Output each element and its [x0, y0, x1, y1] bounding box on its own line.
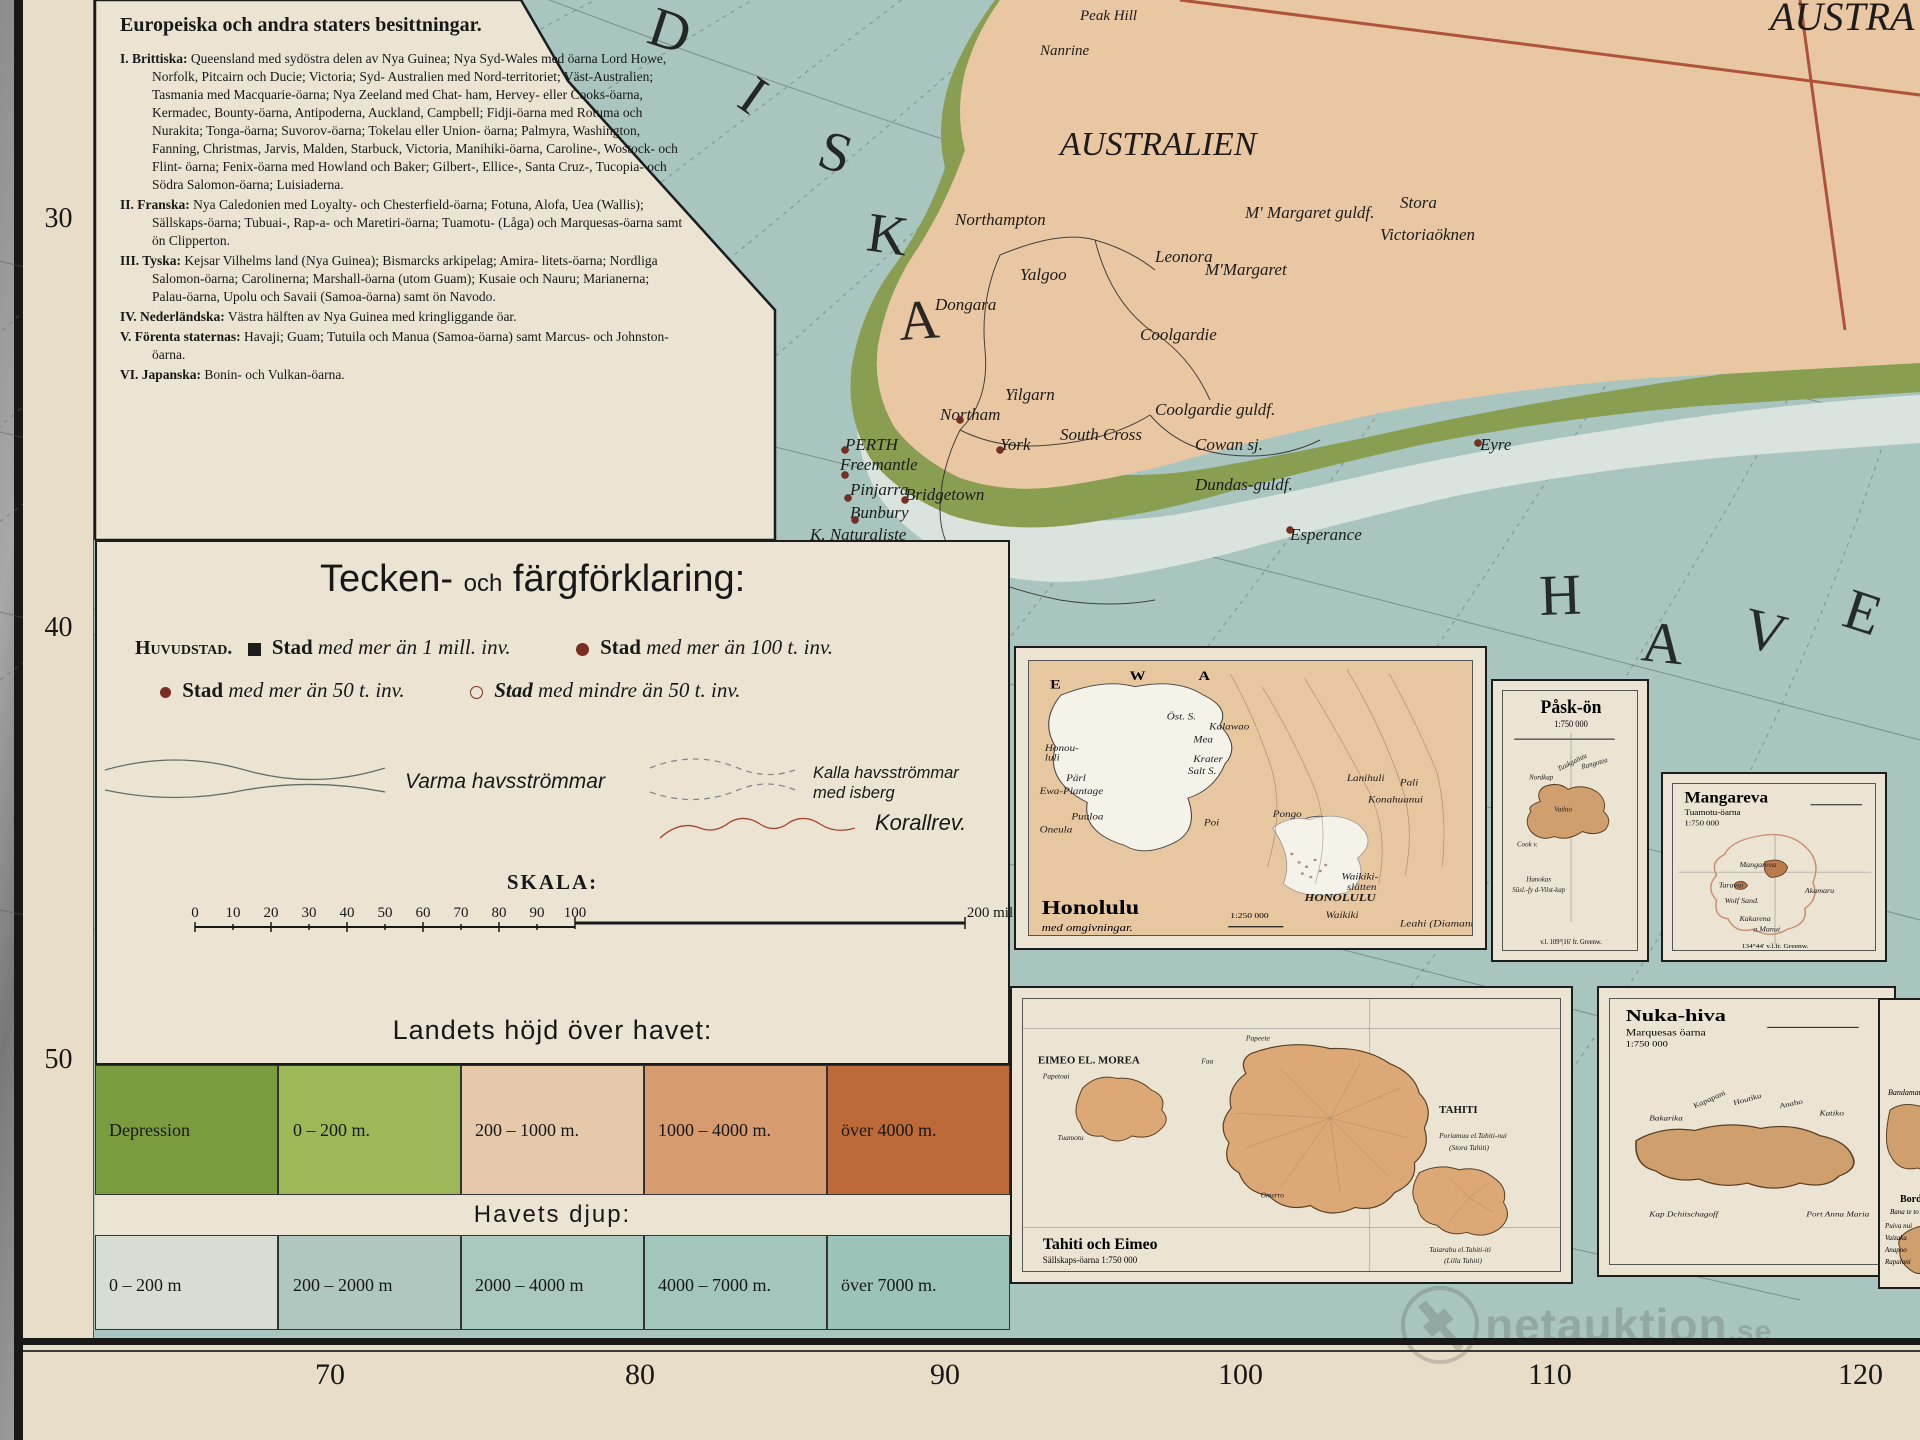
svg-text:Pali: Pali: [1399, 778, 1419, 788]
svg-text:Mangareva: Mangareva: [1684, 788, 1768, 806]
svg-text:D: D: [641, 0, 699, 67]
svg-text:10: 10: [226, 905, 241, 921]
svg-text:1:750 000: 1:750 000: [1554, 719, 1588, 729]
svg-text:Salt S.: Salt S.: [1188, 767, 1216, 777]
svg-text:134°44' v.l.fr. Greenw.: 134°44' v.l.fr. Greenw.: [1742, 942, 1809, 950]
svg-text:Mea: Mea: [1192, 735, 1213, 745]
svg-text:Öst. S.: Öst. S.: [1167, 711, 1196, 722]
svg-text:Taravai: Taravai: [1719, 881, 1744, 890]
svg-text:20: 20: [264, 905, 279, 921]
svg-text:A: A: [897, 288, 942, 353]
svg-text:30: 30: [302, 905, 317, 921]
svg-text:Marquesas öarna: Marquesas öarna: [1626, 1028, 1706, 1038]
svg-text:Papeete: Papeete: [1245, 1034, 1271, 1043]
svg-text:1:750 000: 1:750 000: [1626, 1040, 1668, 1049]
svg-text:Bakarika: Bakarika: [1649, 1114, 1683, 1122]
svg-text:Hanokas: Hanokas: [1525, 876, 1551, 884]
svg-text:1:750 000: 1:750 000: [1684, 819, 1719, 828]
svg-text:med omgivningar.: med omgivningar.: [1042, 922, 1133, 934]
svg-text:80: 80: [492, 905, 507, 921]
svg-text:1:250 000: 1:250 000: [1230, 911, 1268, 920]
svg-text:0: 0: [191, 905, 199, 921]
svg-text:Pärl: Pärl: [1065, 774, 1086, 784]
svg-text:Nuka-hiva: Nuka-hiva: [1626, 1007, 1726, 1026]
svg-text:K: K: [863, 201, 912, 268]
svg-text:Puiva nui: Puiva nui: [1884, 1222, 1912, 1230]
svg-text:a.Manui: a.Manui: [1753, 925, 1780, 934]
svg-text:HONOLULU: HONOLULU: [1303, 892, 1376, 904]
svg-text:60: 60: [416, 905, 431, 921]
svg-text:EIMEO EL. MOREA: EIMEO EL. MOREA: [1038, 1055, 1140, 1067]
svg-text:Port Anna Maria: Port Anna Maria: [1805, 1210, 1869, 1218]
svg-text:(Lilla Tahiti): (Lilla Tahiti): [1444, 1256, 1482, 1265]
svg-text:Vaizaku: Vaizaku: [1885, 1234, 1907, 1242]
svg-text:Waikiki: Waikiki: [1326, 911, 1359, 921]
svg-text:40: 40: [340, 905, 355, 921]
svg-text:Leahi (Diamant) bgt: Leahi (Diamant) bgt: [1399, 920, 1473, 930]
svg-text:Papetoai: Papetoai: [1042, 1071, 1070, 1080]
svg-text:Omerro: Omerro: [1261, 1191, 1284, 1200]
svg-text:Poi: Poi: [1203, 818, 1220, 828]
svg-text:Tahiti och Eimeo: Tahiti och Eimeo: [1043, 1236, 1158, 1253]
svg-text:Korallrev.: Korallrev.: [875, 810, 966, 835]
svg-text:Kalla havsströmmar: Kalla havsströmmar: [813, 764, 960, 782]
svg-text:90: 90: [530, 905, 545, 921]
svg-text:Cook v.: Cook v.: [1517, 840, 1538, 848]
svg-text:Krater: Krater: [1192, 755, 1223, 765]
svg-text:Akamaru: Akamaru: [1804, 886, 1835, 895]
svg-text:Anapoo: Anapoo: [1884, 1246, 1907, 1254]
svg-text:Kap Dchitschagoff: Kap Dchitschagoff: [1648, 1210, 1720, 1218]
svg-text:Pongo: Pongo: [1272, 810, 1302, 820]
svg-text:Konahuanui: Konahuanui: [1367, 795, 1423, 805]
svg-text:Oneula: Oneula: [1040, 825, 1073, 835]
svg-text:luli: luli: [1045, 753, 1060, 763]
svg-text:Varma havsströmmar: Varma havsströmmar: [405, 770, 606, 793]
svg-text:Sûsl.-fy d-Vilst-kap: Sûsl.-fy d-Vilst-kap: [1512, 886, 1565, 894]
svg-text:Rapaloni: Rapaloni: [1884, 1258, 1911, 1266]
svg-text:(Stora Tahiti): (Stora Tahiti): [1449, 1143, 1489, 1152]
svg-text:Waikiki-: Waikiki-: [1342, 872, 1379, 882]
svg-text:Lanihuli: Lanihuli: [1346, 774, 1385, 784]
svg-text:Mangareva: Mangareva: [1738, 860, 1776, 869]
svg-text:Honolulu: Honolulu: [1042, 896, 1139, 918]
svg-text:Poriamuu el.Tahiti-nui: Poriamuu el.Tahiti-nui: [1438, 1131, 1507, 1140]
svg-text:S: S: [811, 118, 860, 187]
svg-text:Kalawao: Kalawao: [1208, 722, 1249, 732]
svg-text:med isberg: med isberg: [813, 784, 895, 802]
svg-text:70: 70: [454, 905, 469, 921]
svg-text:Ewa-Plantage: Ewa-Plantage: [1038, 787, 1103, 797]
svg-text:Tuamotu-öarna: Tuamotu-öarna: [1684, 808, 1740, 817]
svg-text:Katiko: Katiko: [1818, 1109, 1844, 1117]
svg-text:Honou-: Honou-: [1044, 744, 1079, 754]
svg-text:v.l. 109°|16' fr. Greenw.: v.l. 109°|16' fr. Greenw.: [1540, 939, 1602, 946]
svg-text:200 mil: 200 mil: [967, 905, 1013, 921]
svg-text:TAHITI: TAHITI: [1439, 1104, 1478, 1116]
svg-text:Bandaman: Bandaman: [1888, 1088, 1920, 1097]
svg-text:Tuamotu: Tuamotu: [1058, 1133, 1084, 1142]
svg-text:Kakarena: Kakarena: [1738, 914, 1771, 923]
svg-text:Puuloa: Puuloa: [1070, 812, 1103, 822]
svg-text:Bordel: Bordel: [1900, 1194, 1920, 1205]
svg-text:Faa: Faa: [1200, 1057, 1213, 1066]
svg-text:Sällskaps-öarna 1:750 000: Sällskaps-öarna 1:750 000: [1043, 1255, 1138, 1265]
svg-text:Vaihio: Vaihio: [1554, 805, 1572, 813]
svg-text:50: 50: [378, 905, 393, 921]
svg-text:Wolf Sand.: Wolf Sand.: [1725, 897, 1760, 906]
svg-text:slätten: slätten: [1347, 883, 1377, 893]
svg-text:I: I: [728, 65, 779, 126]
svg-text:Bana te to: Bana te to: [1890, 1208, 1919, 1216]
svg-text:Nordkap: Nordkap: [1528, 773, 1553, 781]
svg-text:Taiarabu el.Tahiti-iti: Taiarabu el.Tahiti-iti: [1429, 1245, 1491, 1254]
